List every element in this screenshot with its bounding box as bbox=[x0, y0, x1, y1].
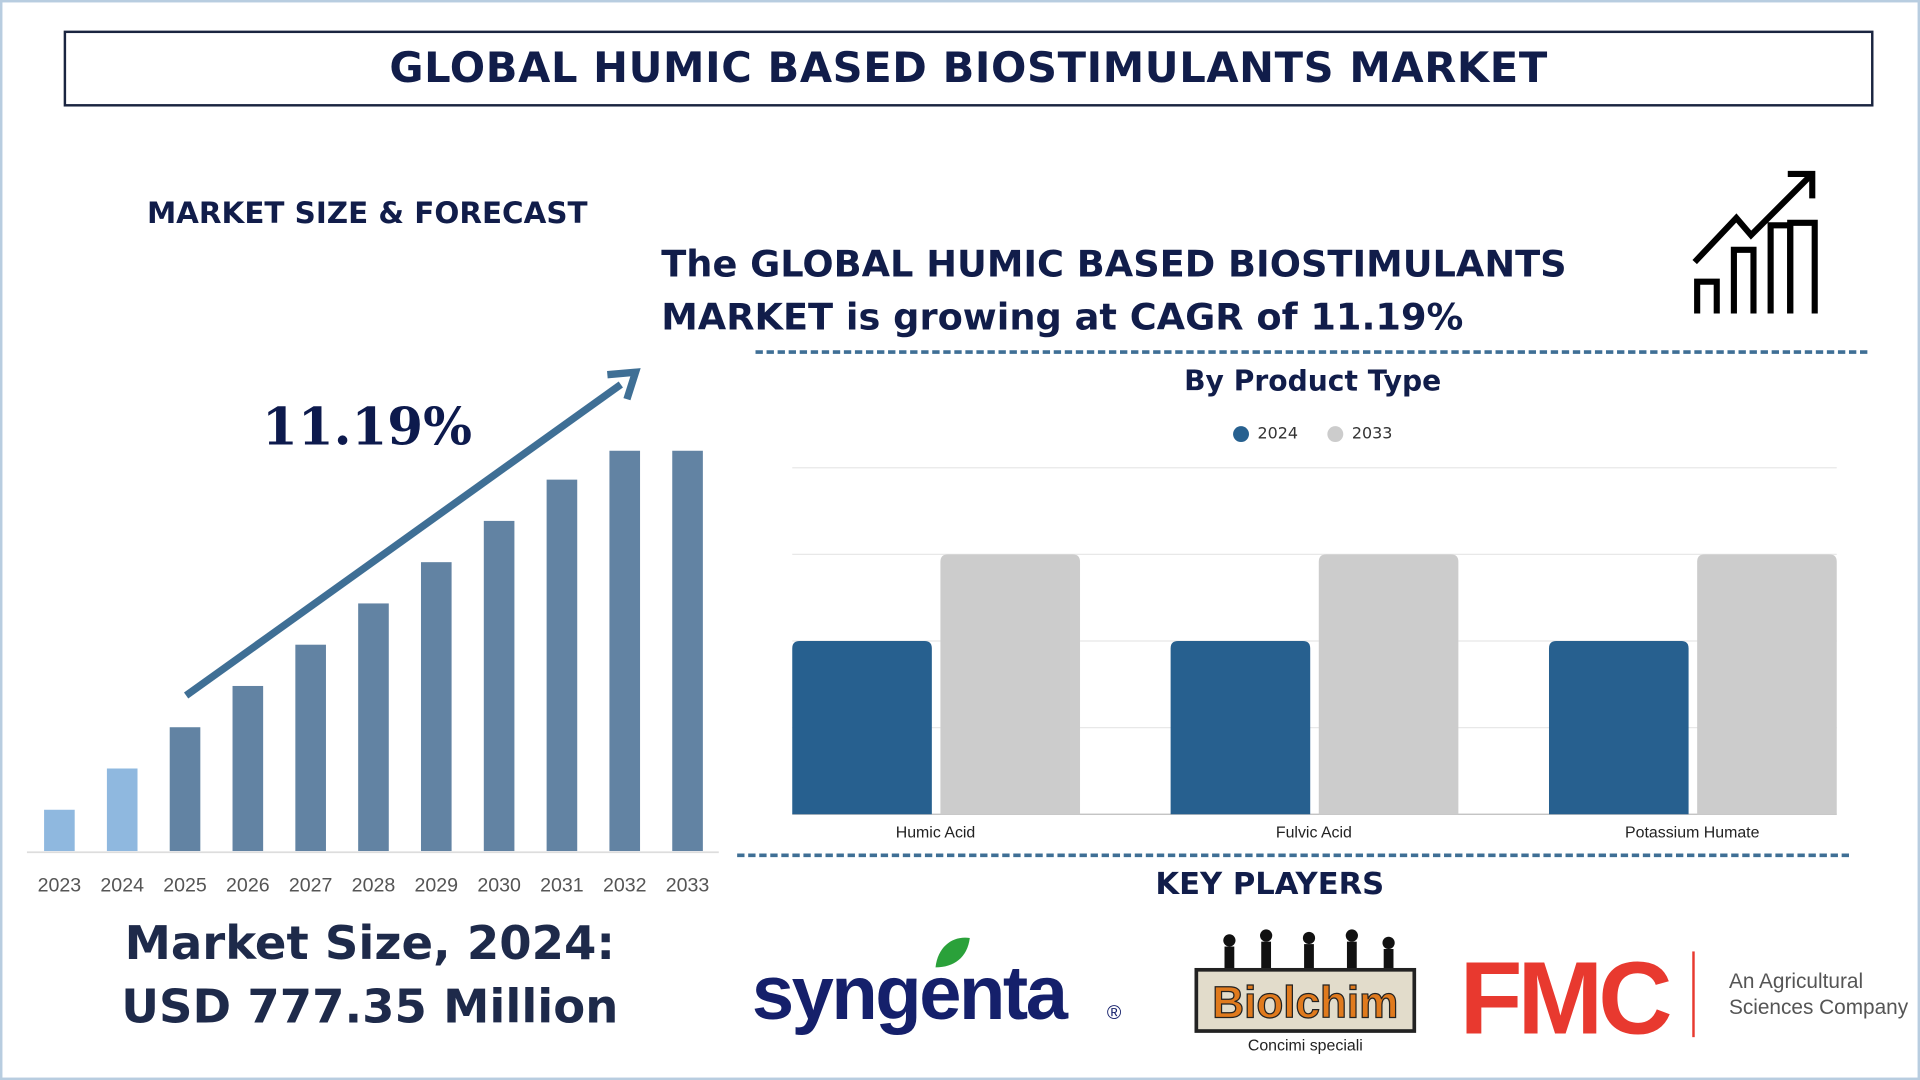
legend-dot bbox=[1327, 426, 1344, 443]
tick-label: 2032 bbox=[603, 874, 647, 896]
bar-2031 bbox=[546, 479, 578, 852]
tick-label: 2025 bbox=[163, 874, 207, 896]
key-players-heading: KEY PLAYERS bbox=[1155, 865, 1385, 902]
category-label: Potassium Humate bbox=[1625, 825, 1760, 842]
bar-2033-potassium-humate bbox=[1697, 554, 1837, 815]
bar-2029 bbox=[420, 562, 452, 852]
svg-text:An Agricultural: An Agricultural bbox=[1729, 970, 1863, 993]
market-size-line1: Market Size, 2024: bbox=[124, 915, 616, 970]
tick-label: 2030 bbox=[477, 874, 521, 896]
tick-label: 2024 bbox=[100, 874, 144, 896]
tick-label: 2031 bbox=[540, 874, 584, 896]
bar-2026 bbox=[232, 685, 264, 852]
bar-2028 bbox=[358, 603, 389, 852]
fmc-logo: FMC An Agricultural Sciences Company bbox=[1460, 940, 1913, 1055]
svg-text:FMC: FMC bbox=[1460, 945, 1671, 1043]
bar-2033-fulvic-acid bbox=[1318, 554, 1459, 815]
fmc-logo-graphic: FMC An Agricultural Sciences Company bbox=[1460, 940, 1909, 1055]
divider bbox=[737, 853, 1849, 858]
page-title: GLOBAL HUMIC BASED BIOSTIMULANTS MARKET bbox=[63, 30, 1874, 107]
chart-legend: 2024 2033 bbox=[786, 425, 1839, 443]
svg-text:syngenta: syngenta bbox=[752, 951, 1069, 1036]
category-label: Humic Acid bbox=[896, 825, 976, 842]
market-size-text: Market Size, 2024: USD 777.35 Million bbox=[51, 911, 688, 1038]
bar-2024-potassium-humate bbox=[1548, 641, 1689, 815]
bar-2024-humic-acid bbox=[792, 641, 932, 815]
svg-text:Sciences Company: Sciences Company bbox=[1729, 996, 1909, 1019]
market-size-heading: MARKET SIZE & FORECAST bbox=[146, 195, 588, 231]
bar-2033 bbox=[672, 450, 703, 852]
market-forecast-chart: 2023 2024 2025 2026 2027 2028 2029 2030 2031 2032… bbox=[26, 368, 719, 896]
trend-arrow bbox=[183, 381, 623, 699]
bar-2023 bbox=[44, 809, 75, 852]
product-type-chart: Humic Acid Fulvic Acid Potassium Humate bbox=[792, 467, 1837, 842]
legend-item-2024: 2024 bbox=[1232, 424, 1298, 444]
cagr-badge: 11.19% bbox=[262, 396, 472, 457]
bar-2024 bbox=[106, 768, 138, 852]
bar-2025 bbox=[169, 727, 201, 852]
svg-text:Biolchim: Biolchim bbox=[1212, 979, 1398, 1028]
biolchim-logo: Biolchim Concimi speciali bbox=[1193, 923, 1420, 1058]
bar-2030 bbox=[483, 520, 515, 852]
tick-label: 2033 bbox=[666, 874, 710, 896]
product-chart-title: By Product Type bbox=[1184, 366, 1442, 398]
tick-label: 2026 bbox=[226, 874, 270, 896]
cagr-statement: The GLOBAL HUMIC BASED BIOSTIMULANTS MAR… bbox=[661, 243, 1567, 340]
tick-label: 2029 bbox=[415, 874, 459, 896]
bar-2024-fulvic-acid bbox=[1170, 641, 1311, 815]
tick-label: 2027 bbox=[289, 874, 333, 896]
bar-chart-growth-arrow-icon bbox=[1692, 170, 1818, 314]
svg-text:®: ® bbox=[1107, 1002, 1122, 1024]
tick-label: 2023 bbox=[38, 874, 82, 896]
biolchim-logo-graphic: Biolchim Concimi speciali bbox=[1194, 929, 1417, 1055]
bar-2032 bbox=[609, 450, 641, 852]
bar-2033-humic-acid bbox=[940, 554, 1081, 815]
legend-label: 2024 bbox=[1257, 424, 1298, 444]
syngenta-logo: syngenta ® bbox=[752, 933, 1132, 1049]
legend-label: 2033 bbox=[1351, 424, 1393, 444]
legend-item-2033: 2033 bbox=[1327, 425, 1392, 443]
tick-label: 2028 bbox=[352, 874, 396, 896]
divider bbox=[755, 350, 1868, 354]
syngenta-logo-graphic: syngenta ® bbox=[752, 937, 1122, 1036]
trend-arrowhead bbox=[607, 368, 641, 401]
bar-2027 bbox=[295, 644, 326, 852]
legend-dot bbox=[1232, 426, 1249, 443]
svg-text:Concimi speciali: Concimi speciali bbox=[1248, 1038, 1363, 1055]
category-label: Fulvic Acid bbox=[1276, 825, 1352, 842]
market-size-line2: USD 777.35 Million bbox=[121, 979, 619, 1034]
